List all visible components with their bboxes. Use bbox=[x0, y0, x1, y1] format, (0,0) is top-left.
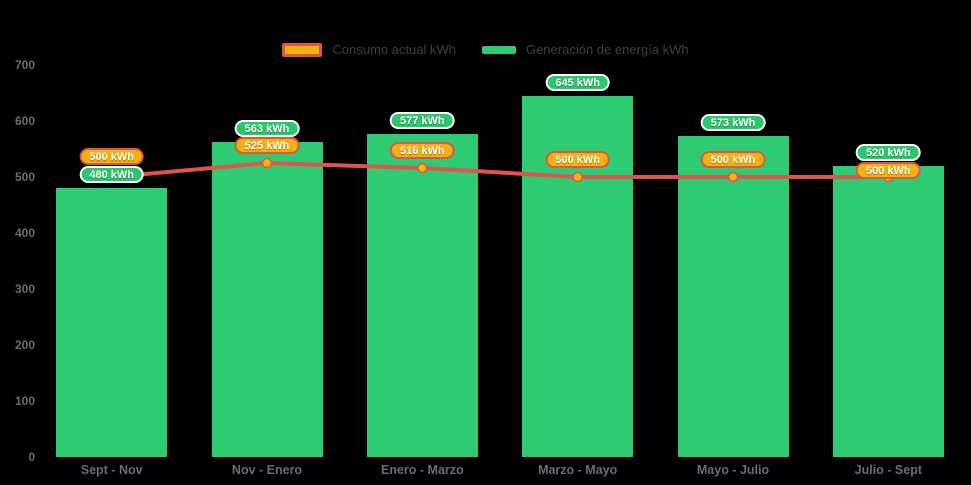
line-value-label: 500 kWh bbox=[700, 151, 766, 168]
y-axis-tick-label: 500 bbox=[14, 170, 35, 184]
bar-value-label: 573 kWh bbox=[700, 114, 766, 132]
x-axis-category-label: Sept - Nov bbox=[80, 463, 143, 477]
line-value-label: 500 kWh bbox=[79, 148, 144, 166]
line-value-label: 525 kWh bbox=[234, 137, 300, 154]
bar-generacion[interactable] bbox=[366, 133, 478, 457]
line-value-label: 500 kWh bbox=[545, 151, 610, 168]
legend-swatch-consumo bbox=[282, 42, 323, 57]
x-axis-category-label: Nov - Enero bbox=[231, 463, 303, 477]
legend-item-generacion[interactable]: Generación de energía kWh bbox=[481, 42, 689, 57]
legend-swatch-generacion bbox=[481, 45, 516, 54]
legend-label-consumo: Consumo actual kWh bbox=[332, 42, 456, 57]
y-axis-tick-label: 200 bbox=[14, 338, 35, 352]
bar-value-label: 520 kWh bbox=[856, 143, 921, 161]
bar-generacion[interactable] bbox=[56, 188, 168, 457]
y-axis-tick-label: 400 bbox=[14, 226, 35, 240]
bar-generacion[interactable] bbox=[677, 136, 789, 457]
y-axis-tick-label: 600 bbox=[14, 114, 35, 128]
y-axis-tick-label: 700 bbox=[14, 58, 35, 72]
bar-value-label: 480 kWh bbox=[79, 166, 144, 184]
x-axis-category-label: Marzo - Mayo bbox=[538, 463, 618, 477]
x-axis-category-label: Julio - Sept bbox=[854, 463, 923, 477]
line-value-label: 500 kWh bbox=[856, 161, 921, 179]
bar-value-label: 563 kWh bbox=[234, 119, 300, 137]
y-axis-tick-label: 100 bbox=[14, 394, 35, 408]
bar-value-label: 645 kWh bbox=[545, 73, 610, 91]
legend-item-consumo[interactable]: Consumo actual kWh bbox=[282, 42, 456, 57]
y-axis-tick-label: 0 bbox=[28, 450, 35, 464]
x-axis-category-label: Enero - Marzo bbox=[381, 463, 464, 477]
x-axis-category-label: Mayo - Julio bbox=[696, 463, 770, 477]
chart-legend: Consumo actual kWh Generación de energía… bbox=[0, 42, 971, 57]
bar-generacion[interactable] bbox=[832, 165, 944, 457]
legend-label-generacion: Generación de energía kWh bbox=[525, 42, 689, 57]
line-value-label: 516 kWh bbox=[390, 142, 455, 160]
y-axis-tick-label: 300 bbox=[14, 282, 35, 296]
bar-value-label: 577 kWh bbox=[390, 111, 455, 129]
bar-generacion[interactable] bbox=[522, 95, 634, 457]
bar-generacion[interactable] bbox=[211, 141, 323, 457]
